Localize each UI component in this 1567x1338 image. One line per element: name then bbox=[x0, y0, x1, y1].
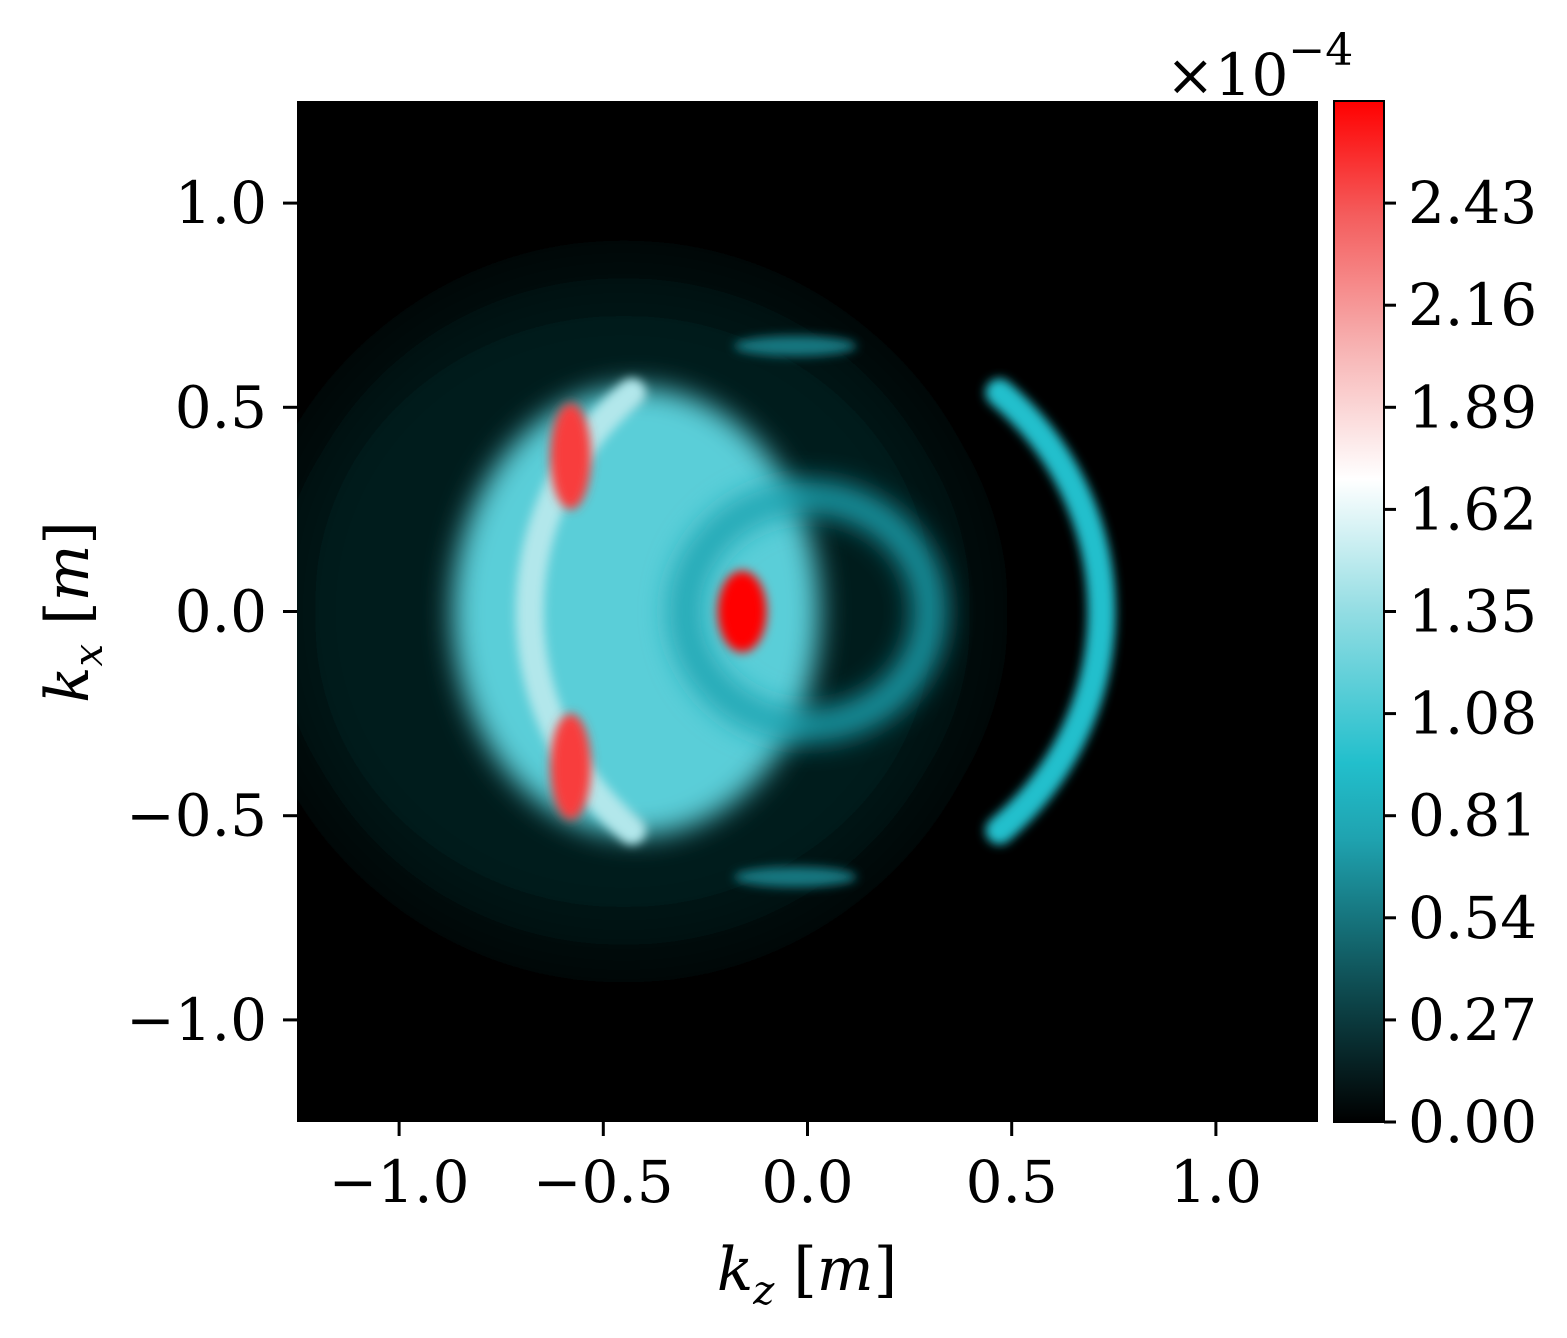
colorbar-tick-label: 2.43 bbox=[1408, 169, 1537, 237]
y-axis-label: kx [m] bbox=[33, 521, 112, 703]
heatmap-hotspot-5 bbox=[717, 570, 767, 653]
colorbar-tick-label: 1.89 bbox=[1408, 373, 1537, 441]
colorbar-tick-label: 0.27 bbox=[1408, 986, 1537, 1054]
y-tick-label: 0.5 bbox=[175, 373, 267, 441]
y-tick-label: 0.0 bbox=[175, 578, 267, 646]
heatmap-streak-9 bbox=[733, 866, 857, 888]
x-tick-label: 0.0 bbox=[761, 1148, 853, 1216]
colorbar-tick-label: 1.62 bbox=[1408, 475, 1537, 543]
heatmap-arc-3 bbox=[985, 378, 1116, 845]
heatmap-hotspot-6 bbox=[550, 403, 592, 510]
colorbar-tick-label: 2.16 bbox=[1408, 271, 1537, 339]
heatmap-hotspot-7 bbox=[550, 713, 592, 820]
x-axis-label: kz [m] bbox=[717, 1235, 897, 1314]
x-tick-label: 1.0 bbox=[1170, 1148, 1262, 1216]
colorbar-tick-label: 0.54 bbox=[1408, 884, 1537, 952]
colorbar-tick-label: 1.08 bbox=[1408, 680, 1537, 748]
colorbar-multiplier: ×10−4 bbox=[1166, 25, 1353, 109]
colorbar bbox=[1333, 100, 1385, 1123]
y-tick-label: −1.0 bbox=[126, 986, 267, 1054]
y-tick-label: −0.5 bbox=[126, 782, 267, 850]
heatmap-streak-8 bbox=[733, 335, 857, 357]
y-axis-ticks: −1.0 −0.5 0.0 0.5 1.0 bbox=[126, 169, 297, 1054]
heatmap-ring-4 bbox=[669, 482, 946, 741]
x-tick-label: −0.5 bbox=[533, 1148, 674, 1216]
colorbar-ticks: 0.00 0.27 0.54 0.81 1.08 1.35 1.62 1.89 2.16 2.43 bbox=[1384, 169, 1537, 1156]
x-tick-label: 0.5 bbox=[966, 1148, 1058, 1216]
heatmap-features bbox=[297, 276, 1116, 947]
colorbar-tick-label: 0.00 bbox=[1408, 1088, 1537, 1156]
y-tick-label: 1.0 bbox=[175, 169, 267, 237]
colorbar-tick-label: 1.35 bbox=[1408, 578, 1537, 646]
x-tick-label: −1.0 bbox=[329, 1148, 470, 1216]
colorbar-tick-label: 0.81 bbox=[1408, 782, 1537, 850]
x-axis-ticks: −1.0 −0.5 0.0 0.5 1.0 bbox=[329, 1122, 1262, 1216]
